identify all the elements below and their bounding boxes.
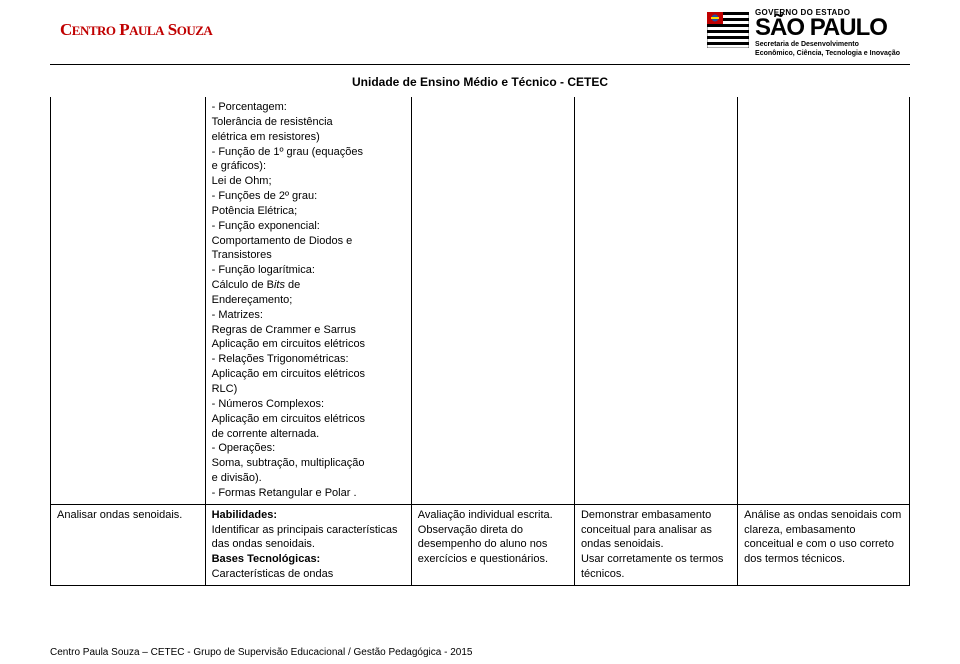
sp-sub1: Secretaria de Desenvolvimento — [755, 41, 900, 49]
logo-cps-text: CENTRO PAULA SOUZA — [60, 20, 212, 40]
sp-flag-icon — [707, 12, 749, 48]
cell-r2c4: Demonstrar embasamento conceitual para a… — [574, 504, 737, 585]
cell-r1c3 — [411, 97, 574, 504]
bases-text: Características de ondas — [212, 568, 334, 580]
habilidades-label: Habilidades: — [212, 509, 277, 521]
table-row: Analisar ondas senoidais. Habilidades: I… — [51, 504, 910, 585]
logo-centro-paula-souza: CENTRO PAULA SOUZA — [60, 8, 212, 40]
page-subtitle: Unidade de Ensino Médio e Técnico - CETE… — [0, 75, 960, 89]
cell-r1c2: - Porcentagem:Tolerância de resistênciae… — [205, 97, 411, 504]
table-row: - Porcentagem:Tolerância de resistênciae… — [51, 97, 910, 504]
sp-text-block: GOVERNO DO ESTADO SÃO PAULO Secretaria d… — [755, 8, 900, 58]
sp-sub2: Econômico, Ciência, Tecnologia e Inovaçã… — [755, 50, 900, 58]
bases-label: Bases Tecnológicas: — [212, 553, 321, 565]
cell-r2c3: Avaliação individual escrita. Observação… — [411, 504, 574, 585]
page-footer: Centro Paula Souza – CETEC - Grupo de Su… — [50, 647, 472, 658]
header-divider — [50, 64, 910, 65]
habilidades-text: Identificar as principais característica… — [212, 524, 398, 551]
cell-r1c5 — [738, 97, 910, 504]
cell-r2c1: Analisar ondas senoidais. — [51, 504, 206, 585]
page-header: CENTRO PAULA SOUZA GOVERNO DO ESTADO SÃO… — [0, 0, 960, 62]
cell-r2c2: Habilidades: Identificar as principais c… — [205, 504, 411, 585]
curriculum-table: - Porcentagem:Tolerância de resistênciae… — [50, 97, 910, 586]
cell-r1c1 — [51, 97, 206, 504]
sp-state-label: SÃO PAULO — [755, 17, 900, 39]
logo-sao-paulo: GOVERNO DO ESTADO SÃO PAULO Secretaria d… — [707, 8, 900, 58]
cell-r1c4 — [574, 97, 737, 504]
cell-r2c5: Análise as ondas senoidais com clareza, … — [738, 504, 910, 585]
